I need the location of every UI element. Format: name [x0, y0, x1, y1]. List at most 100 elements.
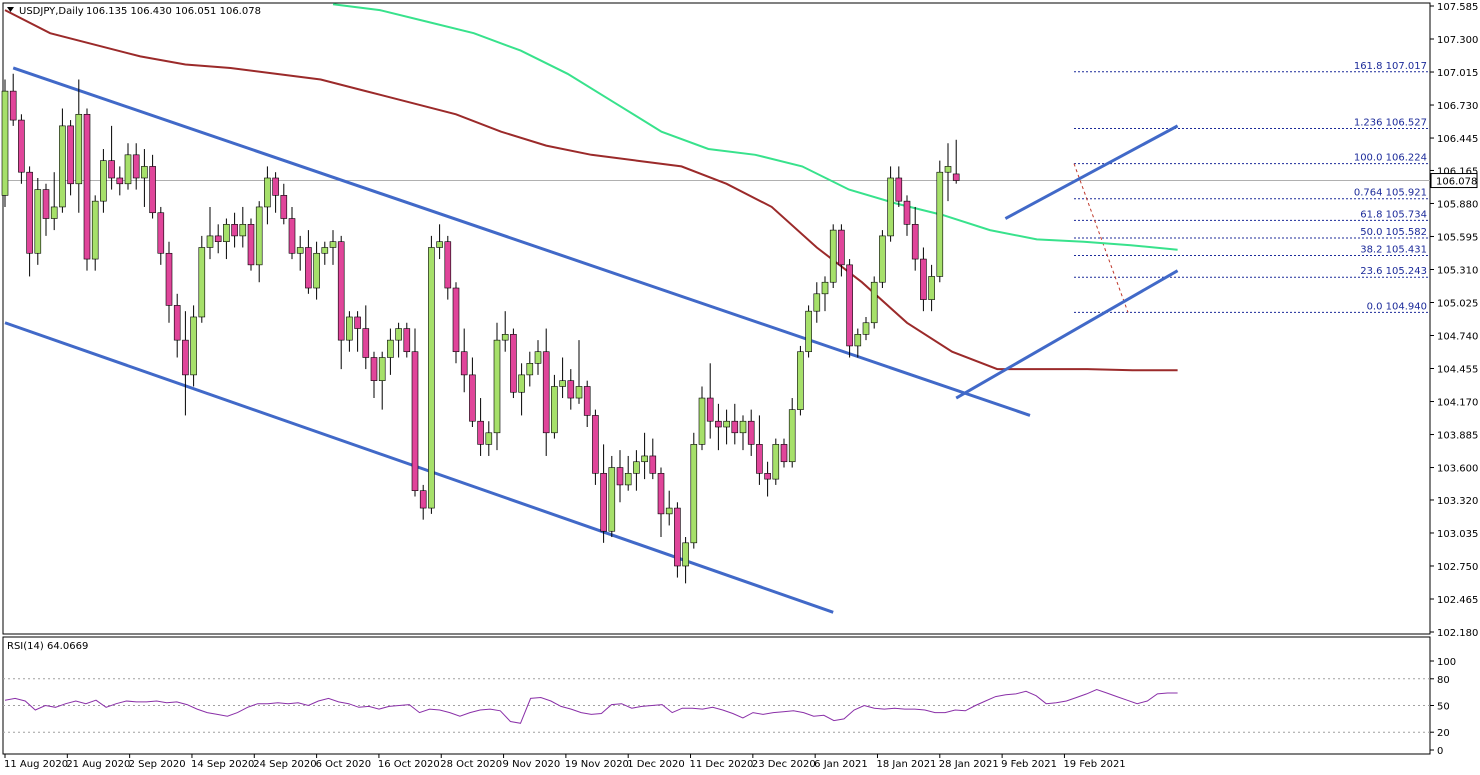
- bearish-candle-body: [362, 328, 370, 358]
- bullish-candle-body: [485, 432, 493, 445]
- bullish-candle-body: [321, 247, 329, 254]
- bullish-candle-body: [772, 444, 780, 480]
- bullish-candle-body: [493, 339, 501, 434]
- bearish-candle-body: [756, 444, 763, 474]
- time-axis-label: 11 Aug 2020: [4, 759, 68, 770]
- rsi-pane-frame: [2, 636, 1431, 755]
- current-price-tag: [1430, 173, 1478, 189]
- price-axis-label: 106.445: [1437, 134, 1478, 145]
- bearish-candle-body: [132, 154, 140, 179]
- bearish-candle-body: [354, 316, 361, 329]
- bearish-candle-body: [403, 328, 411, 353]
- price-axis-label: 107.015: [1437, 68, 1478, 79]
- overlay-lines-layer: 161.8 107.017 1.236 106.527 100.0 106.224 0…: [3, 3, 1430, 614]
- bullish-candle-body: [813, 293, 821, 312]
- bearish-candle-body: [846, 264, 853, 347]
- bullish-candle-body: [575, 386, 583, 399]
- bullish-candle-body: [141, 166, 148, 179]
- rsi-axis-label: 100: [1437, 657, 1456, 668]
- fib-level-label: 38.2 105.431: [1360, 244, 1427, 255]
- main-pane-frame: [2, 2, 1431, 635]
- bullish-candle-body: [264, 177, 271, 208]
- bullish-candle-body: [378, 357, 386, 381]
- bullish-candle-body: [100, 160, 107, 202]
- bullish-candle-body: [534, 351, 542, 364]
- time-axis-label: 21 Aug 2020: [66, 759, 130, 770]
- trend-channel-line: [12, 66, 1031, 417]
- bearish-candle-body: [272, 177, 279, 196]
- bullish-candle-body: [124, 154, 132, 185]
- rsi-axis-label: 0: [1437, 746, 1443, 757]
- bearish-candle-body: [567, 380, 575, 399]
- bearish-candle-body: [9, 90, 17, 121]
- bearish-candle-body: [157, 212, 165, 254]
- bearish-candle-body: [288, 218, 296, 254]
- dropdown-triangle-icon[interactable]: [7, 7, 14, 12]
- bullish-candle-body: [633, 461, 640, 474]
- rsi-layer: [3, 678, 1430, 733]
- bullish-candle-body: [436, 241, 443, 248]
- bearish-candle-body: [731, 420, 739, 434]
- bearish-candle-body: [173, 305, 181, 341]
- bullish-candle-body: [206, 235, 214, 248]
- candles-layer: [1, 73, 960, 584]
- bullish-candle-body: [50, 206, 58, 219]
- fib-level-label: 61.8 105.734: [1360, 209, 1427, 220]
- fib-level-label: 1.236 106.527: [1354, 118, 1427, 129]
- bullish-candle-body: [936, 171, 944, 277]
- price-axis-label: 105.595: [1437, 232, 1478, 243]
- time-axis-label: 23 Dec 2020: [752, 759, 816, 770]
- bearish-candle-body: [116, 177, 124, 185]
- time-axis-label: 2 Sep 2020: [129, 759, 186, 770]
- bearish-candle-body: [182, 339, 189, 376]
- bullish-candle-body: [879, 235, 886, 283]
- bearish-candle-body: [305, 247, 312, 289]
- bullish-candle-body: [870, 281, 878, 324]
- bullish-candle-body: [821, 281, 829, 295]
- bearish-candle-body: [469, 374, 476, 422]
- price-axis-label: 105.025: [1437, 298, 1478, 309]
- rsi-axis-label: 50: [1437, 702, 1450, 713]
- bullish-candle-body: [805, 310, 812, 353]
- bearish-candle-body: [165, 252, 173, 306]
- price-axis-label: 107.585: [1437, 2, 1478, 13]
- moving-average-long-line: [332, 3, 1178, 251]
- bearish-candle-body: [411, 351, 419, 492]
- bearish-candle-body: [838, 229, 845, 266]
- rsi-line: [4, 688, 1178, 724]
- bearish-candle-body: [903, 200, 911, 225]
- bearish-candle-body: [231, 224, 238, 237]
- bullish-candle-body: [739, 420, 747, 434]
- bearish-candle-body: [419, 490, 427, 509]
- bearish-candle-body: [674, 507, 681, 567]
- time-axis-label: 24 Sep 2020: [253, 759, 316, 770]
- fib-level-label: 0.0 104.940: [1367, 301, 1427, 312]
- fib-level-label: 100.0 106.224: [1354, 153, 1427, 164]
- bullish-candle-body: [690, 444, 698, 544]
- price-axis-label: 105.880: [1437, 199, 1478, 210]
- time-axis-label: 14 Sep 2020: [191, 759, 254, 770]
- price-axis-label: 105.310: [1437, 265, 1478, 276]
- trend-channel-line: [955, 269, 1179, 400]
- bullish-candle-body: [428, 247, 435, 509]
- bearish-candle-body: [26, 171, 33, 254]
- price-axis-label: 106.730: [1437, 101, 1478, 112]
- bullish-candle-body: [624, 473, 632, 486]
- bullish-candle-body: [608, 467, 616, 532]
- price-axis-label: 102.750: [1437, 562, 1478, 573]
- bullish-candle-body: [551, 386, 558, 434]
- ohlc-readout: 106.135 106.430 106.051 106.078: [86, 6, 261, 17]
- bullish-candle-body: [887, 177, 894, 237]
- bullish-candle-body: [797, 351, 804, 410]
- time-axis-label: 6 Jan 2021: [814, 759, 868, 770]
- time-axis-label: 19 Nov 2020: [565, 759, 629, 770]
- time-axis-label: 28 Oct 2020: [440, 759, 502, 770]
- time-axis-label: 9 Nov 2020: [503, 759, 561, 770]
- time-axis-label: 6 Oct 2020: [316, 759, 371, 770]
- symbol-title: USDJPY,Daily: [19, 6, 84, 17]
- price-axis-label: 103.600: [1437, 464, 1478, 475]
- time-axis-label: 9 Feb 2021: [1001, 759, 1057, 770]
- bullish-candle-body: [501, 334, 509, 341]
